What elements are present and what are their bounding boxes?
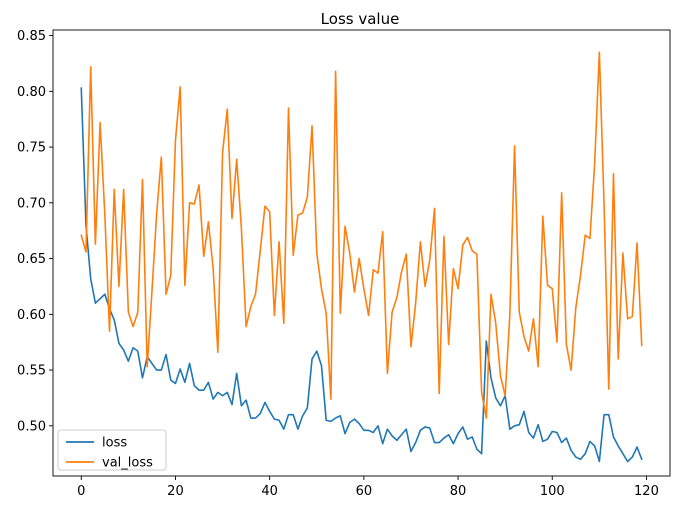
x-tick-label: 80 xyxy=(450,484,467,499)
legend: loss val_loss xyxy=(57,429,167,471)
y-tick-label: 0.50 xyxy=(17,419,46,434)
legend-box xyxy=(57,429,167,471)
x-tick-label: 120 xyxy=(634,484,659,499)
x-tick-label: 100 xyxy=(540,484,565,499)
y-tick-label: 0.85 xyxy=(17,29,46,44)
x-tick-label: 60 xyxy=(356,484,373,499)
series-line-loss xyxy=(80,87,643,463)
x-tick-label: 20 xyxy=(167,484,184,499)
series-line-val_loss xyxy=(80,51,643,419)
x-tick-label: 0 xyxy=(77,484,85,499)
legend-label-val_loss: val_loss xyxy=(102,456,153,471)
x-tick-label: 40 xyxy=(261,484,278,499)
y-tick-label: 0.65 xyxy=(17,252,46,267)
axes-layer: 0 20 40 60 80 100 120 0.50 0.55 0.60 0.65 0.70 0.75 0… xyxy=(17,29,671,499)
y-tick-label: 0.75 xyxy=(17,141,46,156)
y-tick-label: 0.70 xyxy=(17,196,46,211)
chart-title: Loss value xyxy=(321,10,400,28)
y-tick-label: 0.80 xyxy=(17,85,46,100)
legend-label-loss: loss xyxy=(102,436,127,451)
y-tick-label: 0.55 xyxy=(17,364,46,379)
series-layer xyxy=(80,51,643,463)
plot-frame xyxy=(52,29,671,477)
y-tick-label: 0.60 xyxy=(17,308,46,323)
